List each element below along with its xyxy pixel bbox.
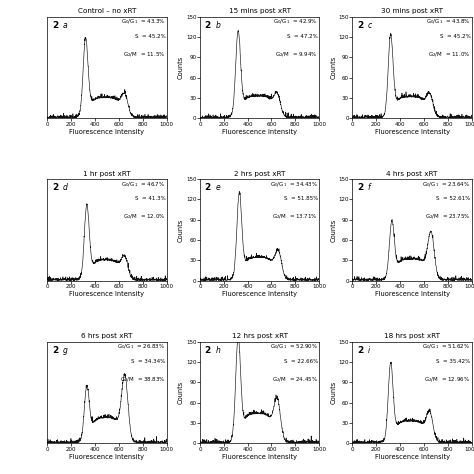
Text: S  = 22.66%: S = 22.66% bbox=[283, 359, 318, 364]
Text: S  = 45.2%: S = 45.2% bbox=[440, 34, 470, 39]
Text: G$_0$/G$_1$  = 23.64%: G$_0$/G$_1$ = 23.64% bbox=[422, 180, 470, 189]
Title: 18 hrs post xRT: 18 hrs post xRT bbox=[384, 333, 440, 339]
Text: S  = 51.85%: S = 51.85% bbox=[283, 196, 318, 201]
Text: S  = 35.42%: S = 35.42% bbox=[436, 359, 470, 364]
X-axis label: Fluorescence Intensity: Fluorescence Intensity bbox=[374, 129, 449, 135]
Text: G$_2$/M  = 23.75%: G$_2$/M = 23.75% bbox=[425, 213, 470, 221]
Text: e: e bbox=[215, 183, 220, 192]
Text: G$_0$/G$_1$  = 52.90%: G$_0$/G$_1$ = 52.90% bbox=[270, 343, 318, 351]
Text: 2: 2 bbox=[205, 183, 211, 192]
Title: Control – no xRT: Control – no xRT bbox=[78, 8, 136, 14]
Text: 2: 2 bbox=[357, 346, 364, 355]
Text: G$_2$/M  = 13.71%: G$_2$/M = 13.71% bbox=[272, 213, 318, 221]
Text: f: f bbox=[368, 183, 371, 192]
Text: G$_2$/M  = 38.83%: G$_2$/M = 38.83% bbox=[119, 375, 165, 384]
Text: h: h bbox=[215, 346, 220, 355]
Title: 2 hrs post xRT: 2 hrs post xRT bbox=[234, 171, 285, 177]
Title: 12 hrs post xRT: 12 hrs post xRT bbox=[231, 333, 288, 339]
Text: G$_0$/G$_1$  = 34.43%: G$_0$/G$_1$ = 34.43% bbox=[270, 180, 318, 189]
X-axis label: Fluorescence Intensity: Fluorescence Intensity bbox=[70, 291, 145, 297]
Text: G$_2$/M  = 24.45%: G$_2$/M = 24.45% bbox=[272, 375, 318, 384]
Text: G$_0$/G$_1$  = 46.7%: G$_0$/G$_1$ = 46.7% bbox=[121, 180, 165, 189]
Text: G$_0$/G$_1$  = 43.8%: G$_0$/G$_1$ = 43.8% bbox=[426, 18, 470, 27]
X-axis label: Fluorescence Intensity: Fluorescence Intensity bbox=[222, 291, 297, 297]
Text: 2: 2 bbox=[357, 21, 364, 30]
Y-axis label: Counts: Counts bbox=[178, 218, 184, 242]
Text: S  = 41.3%: S = 41.3% bbox=[135, 196, 165, 201]
Title: 15 mins post xRT: 15 mins post xRT bbox=[228, 8, 291, 14]
Text: 2: 2 bbox=[52, 346, 58, 355]
Text: i: i bbox=[368, 346, 370, 355]
Text: S  = 45.2%: S = 45.2% bbox=[135, 34, 165, 39]
Text: S  = 34.34%: S = 34.34% bbox=[131, 359, 165, 364]
X-axis label: Fluorescence Intensity: Fluorescence Intensity bbox=[374, 454, 449, 460]
Y-axis label: Counts: Counts bbox=[330, 218, 337, 242]
X-axis label: Fluorescence Intensity: Fluorescence Intensity bbox=[222, 129, 297, 135]
Title: 6 hrs post xRT: 6 hrs post xRT bbox=[82, 333, 133, 339]
Text: G$_0$/G$_1$  = 43.3%: G$_0$/G$_1$ = 43.3% bbox=[121, 18, 165, 27]
X-axis label: Fluorescence Intensity: Fluorescence Intensity bbox=[70, 129, 145, 135]
Text: G$_0$/G$_1$  = 51.62%: G$_0$/G$_1$ = 51.62% bbox=[422, 343, 470, 351]
Text: S  = 52.61%: S = 52.61% bbox=[436, 196, 470, 201]
Text: 2: 2 bbox=[357, 183, 364, 192]
X-axis label: Fluorescence Intensity: Fluorescence Intensity bbox=[222, 454, 297, 460]
Text: d: d bbox=[63, 183, 68, 192]
Y-axis label: Counts: Counts bbox=[178, 56, 184, 79]
Text: G$_2$/M  = 9.94%: G$_2$/M = 9.94% bbox=[275, 50, 318, 59]
Text: G$_2$/M  = 11.0%: G$_2$/M = 11.0% bbox=[428, 50, 470, 59]
Text: 2: 2 bbox=[205, 346, 211, 355]
Title: 30 mins post xRT: 30 mins post xRT bbox=[381, 8, 443, 14]
X-axis label: Fluorescence Intensity: Fluorescence Intensity bbox=[374, 291, 449, 297]
Text: G$_2$/M  = 12.0%: G$_2$/M = 12.0% bbox=[123, 213, 165, 221]
Text: 2: 2 bbox=[52, 183, 58, 192]
Text: G$_2$/M  = 12.96%: G$_2$/M = 12.96% bbox=[424, 375, 470, 384]
X-axis label: Fluorescence Intensity: Fluorescence Intensity bbox=[70, 454, 145, 460]
Y-axis label: Counts: Counts bbox=[330, 381, 337, 404]
Text: a: a bbox=[63, 21, 67, 30]
Title: 4 hrs post xRT: 4 hrs post xRT bbox=[386, 171, 438, 177]
Title: 1 hr post xRT: 1 hr post xRT bbox=[83, 171, 131, 177]
Text: G$_0$/G$_1$  = 26.83%: G$_0$/G$_1$ = 26.83% bbox=[118, 343, 165, 351]
Text: 2: 2 bbox=[205, 21, 211, 30]
Text: G$_2$/M  = 11.5%: G$_2$/M = 11.5% bbox=[123, 50, 165, 59]
Text: G$_0$/G$_1$  = 42.9%: G$_0$/G$_1$ = 42.9% bbox=[273, 18, 318, 27]
Text: 2: 2 bbox=[52, 21, 58, 30]
Y-axis label: Counts: Counts bbox=[330, 56, 337, 79]
Text: b: b bbox=[215, 21, 220, 30]
Text: c: c bbox=[368, 21, 372, 30]
Y-axis label: Counts: Counts bbox=[178, 381, 184, 404]
Text: S  = 47.2%: S = 47.2% bbox=[287, 34, 318, 39]
Text: g: g bbox=[63, 346, 68, 355]
